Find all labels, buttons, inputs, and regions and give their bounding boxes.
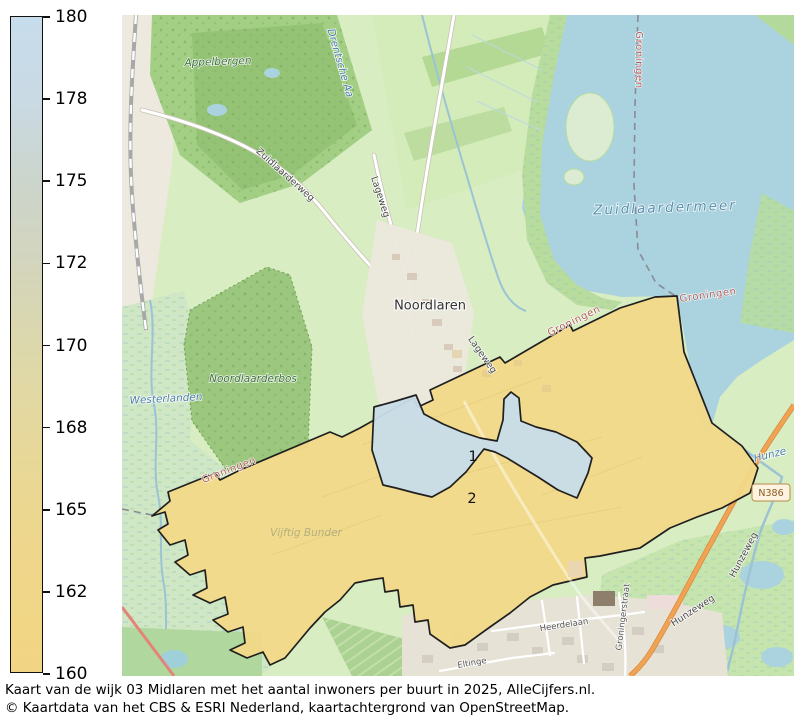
region-label-1: 1: [468, 449, 477, 465]
forest-appelbergen: [150, 15, 372, 203]
colorbar-tick-162: 162: [43, 582, 87, 602]
colorbar-tick-160: 160: [43, 664, 87, 684]
street-groningerstraat: [617, 591, 627, 676]
green-strip-bottomleft: [122, 627, 262, 676]
village-noordlaren: [362, 220, 474, 435]
road-red: [122, 606, 176, 676]
colorbar-tick-180: 180: [43, 7, 87, 27]
map-label-zuidlaardermeer: Zuidlaardermeer: [592, 197, 737, 218]
road-ref-badge: N386: [751, 483, 791, 502]
notch-parcel: [568, 561, 583, 577]
caption-line-1: Kaart van de wijk 03 Midlaren met het aa…: [5, 682, 596, 698]
marsh-corner: [755, 15, 794, 45]
colorbar-tick-165: 165: [43, 500, 87, 520]
colorbar-tick-172: 172: [43, 253, 87, 273]
map-label-noordlaren: Noordlaren: [394, 299, 466, 314]
province-boundary-dashed: [633, 15, 678, 298]
map-label-groningen: Groningen: [633, 31, 644, 88]
colorbar-tick-175: 175: [43, 171, 87, 191]
map-label-westerlanden: Westerlanden: [129, 391, 203, 407]
lake-island: [565, 92, 615, 162]
colorbar-tick-178: 178: [43, 89, 87, 109]
ghost-buildings: [452, 350, 551, 392]
road-hunzeweg: [628, 403, 794, 676]
colorbar-tick-168: 168: [43, 418, 87, 438]
road-ref-label: N386: [758, 488, 783, 499]
forest-noordlaarderbos: [183, 266, 313, 472]
colorbar-gradient: [10, 16, 43, 673]
caption-line-2: © Kaartdata van het CBS & ESRI Nederland…: [5, 700, 570, 716]
map-canvas: N386 Appelbergen Drentsche AaZuidlaarderw…: [122, 15, 794, 676]
river-drentsche-aa: [421, 15, 527, 312]
colorbar-ticks: 180 178 175 172 170 168 165 162 160: [43, 7, 113, 684]
stream-westerlanden: [149, 299, 169, 676]
railway: [128, 15, 148, 331]
street-eltinge: [438, 651, 556, 673]
region-label-2: 2: [467, 491, 476, 507]
region-1-polygon: [371, 391, 593, 499]
street-heerdelaan: [490, 610, 646, 633]
map-label-noordlaarderbos: Noordlaarderbos: [209, 373, 297, 385]
drainage-lines: [466, 34, 543, 132]
forest-strip: [422, 27, 550, 87]
map-label-appelbergen: Appelbergen: [183, 55, 252, 69]
colorbar-tick-170: 170: [43, 336, 87, 356]
map-label-vijftig-bunder: Vijftig Bunder: [270, 527, 342, 539]
caption: Kaart van de wijk 03 Midlaren met het aa…: [5, 681, 595, 717]
